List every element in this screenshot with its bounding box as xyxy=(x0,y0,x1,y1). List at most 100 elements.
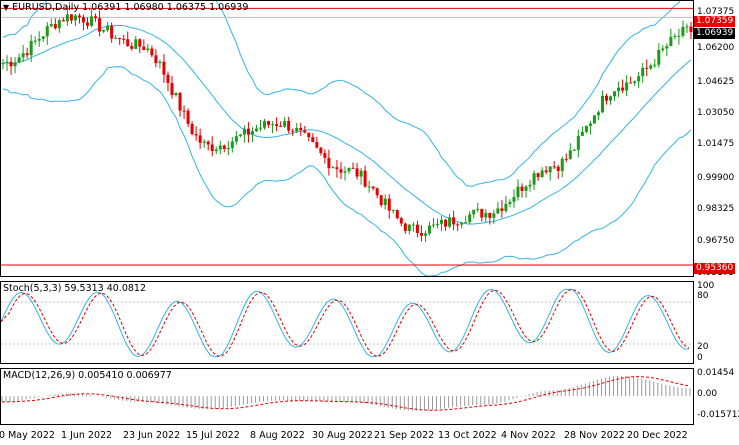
candle-body xyxy=(154,55,158,64)
candle-body xyxy=(122,38,126,40)
candle-body xyxy=(17,57,21,63)
macd-tick: 0.00 xyxy=(697,389,718,399)
stoch-signal-line xyxy=(1,288,690,357)
candle-body xyxy=(271,124,275,126)
candle-body xyxy=(444,219,448,227)
candle-body xyxy=(363,170,367,187)
symbol-title: EURUSD,Daily xyxy=(12,2,80,13)
candle-body xyxy=(218,145,222,150)
candle-body xyxy=(33,40,37,42)
time-tick: 4 Nov 2022 xyxy=(501,430,556,441)
macd-label: MACD(12,26,9) 0.005410 0.006977 xyxy=(3,370,172,381)
candle-body xyxy=(323,153,327,158)
stoch-chart xyxy=(1,288,693,358)
stoch-tick: 100 xyxy=(697,281,715,291)
candle-body xyxy=(25,53,29,56)
candle-body xyxy=(411,224,415,226)
candle-body xyxy=(367,186,371,188)
candle-body xyxy=(343,171,347,173)
candle-body xyxy=(150,48,154,56)
price-tick: 0.98325 xyxy=(697,204,735,214)
candle-body xyxy=(138,39,142,47)
lower-level-tag: 0.95360 xyxy=(694,263,736,274)
candle-body xyxy=(41,36,45,39)
current-price-tag: 1.06939 xyxy=(694,28,736,39)
candle-body xyxy=(452,217,456,225)
candle-body xyxy=(94,16,98,19)
stoch-main-line xyxy=(1,288,690,358)
candle-body xyxy=(86,22,89,26)
candle-body xyxy=(351,167,355,169)
candle-body xyxy=(259,127,262,129)
candle-body xyxy=(158,61,162,64)
candle-body xyxy=(319,147,323,154)
candle-body xyxy=(13,62,17,67)
candle-body xyxy=(166,74,170,83)
stoch-pane[interactable]: Stoch(5,3,3) 59.5313 40.0812 xyxy=(0,281,694,364)
open-value: 1.06391 xyxy=(82,2,122,13)
candle-body xyxy=(564,158,568,160)
candle-body xyxy=(613,91,617,97)
time-tick: 23 Jun 2022 xyxy=(123,430,181,441)
candle-body xyxy=(267,121,271,125)
candle-body xyxy=(359,170,363,177)
candle-body xyxy=(681,27,685,36)
candle-body xyxy=(512,197,516,202)
candle-body xyxy=(130,46,134,49)
candle-body xyxy=(653,64,657,66)
time-tick: 30 Aug 2022 xyxy=(312,430,373,441)
time-tick: 1 Jun 2022 xyxy=(61,430,113,441)
candle-body xyxy=(61,20,65,22)
candle-body xyxy=(476,208,480,210)
candle-body xyxy=(568,150,572,159)
candle-body xyxy=(206,141,210,145)
candle-body xyxy=(246,128,250,135)
candle-body xyxy=(399,218,403,224)
candle-body xyxy=(226,147,230,149)
candle-body xyxy=(572,149,576,151)
candle-body xyxy=(118,38,122,40)
candle-body xyxy=(427,225,431,234)
macd-chart xyxy=(1,375,691,411)
candle-body xyxy=(134,39,138,49)
candle-body xyxy=(508,201,512,204)
candle-body xyxy=(456,224,460,226)
candle-body xyxy=(327,157,331,169)
candle-body xyxy=(492,213,496,218)
candle-body xyxy=(339,169,343,173)
candle-body xyxy=(407,224,411,232)
candle-body xyxy=(580,131,584,136)
candle-body xyxy=(73,15,77,21)
candle-body xyxy=(295,127,299,132)
candle-body xyxy=(552,166,556,168)
candle-body xyxy=(403,223,407,232)
candle-body xyxy=(299,127,303,131)
candle-body xyxy=(432,224,435,226)
candle-body xyxy=(182,110,186,112)
candle-body xyxy=(379,195,383,206)
candle-body xyxy=(234,136,238,142)
price-tick: 1.07375 xyxy=(697,7,735,17)
candle-body xyxy=(472,209,476,215)
candle-body xyxy=(371,186,375,189)
candle-body xyxy=(37,38,41,41)
candle-body xyxy=(69,14,73,21)
time-tick: 8 Aug 2022 xyxy=(250,430,305,441)
candle-body xyxy=(331,167,335,169)
candle-body xyxy=(77,15,81,18)
candle-body xyxy=(250,131,254,135)
price-pane[interactable]: ▼ EURUSD,Daily 1.06391 1.06980 1.06375 1.… xyxy=(0,0,694,277)
time-tick: 15 Jul 2022 xyxy=(186,430,240,441)
candle-body xyxy=(504,203,508,212)
candle-body xyxy=(657,50,661,65)
low-value: 1.06375 xyxy=(166,2,207,13)
macd-pane[interactable]: MACD(12,26,9) 0.005410 0.006977 xyxy=(0,368,694,425)
candle-body xyxy=(110,26,114,39)
candle-body xyxy=(600,95,604,113)
candle-body xyxy=(375,188,379,196)
candle-body xyxy=(57,20,61,29)
candle-body xyxy=(419,232,423,236)
price-tick: 0.96750 xyxy=(697,236,735,246)
candle-body xyxy=(633,81,637,84)
candle-body xyxy=(65,14,69,22)
